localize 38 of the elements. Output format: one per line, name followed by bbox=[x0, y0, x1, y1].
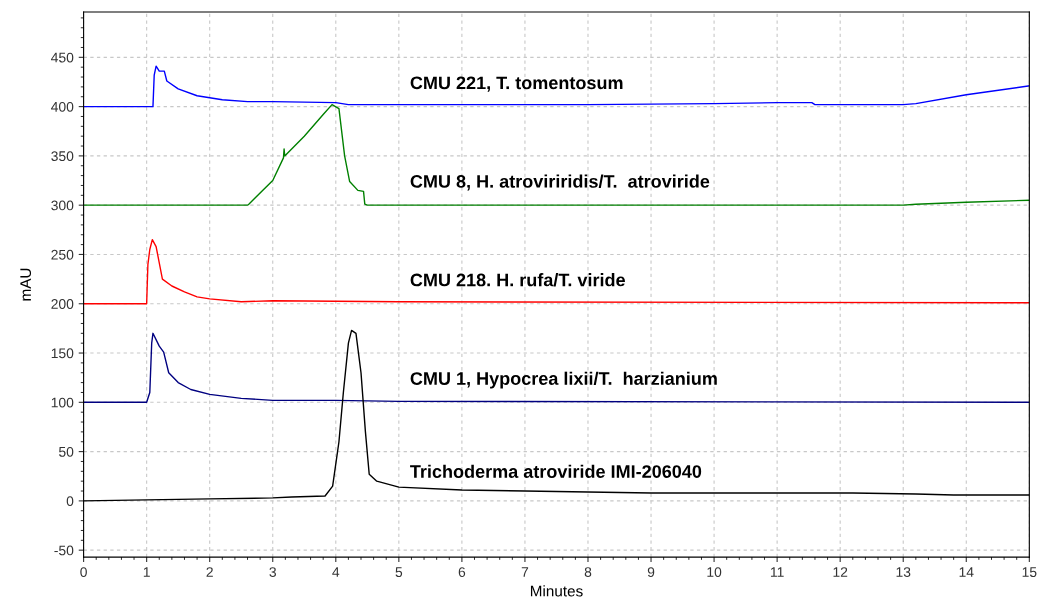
x-tick-label: 10 bbox=[707, 567, 722, 577]
y-tick-label: -50 bbox=[54, 545, 74, 556]
x-tick-label: 6 bbox=[458, 567, 466, 577]
x-tick-label: 11 bbox=[770, 567, 784, 577]
y-tick-label: 250 bbox=[51, 249, 74, 260]
x-tick-label: 0 bbox=[80, 567, 87, 577]
line-series bbox=[83, 65, 1030, 108]
x-tick-label: 12 bbox=[833, 567, 848, 577]
y-tick-label: 100 bbox=[51, 397, 74, 408]
series-label: Trichoderma atroviride IMI-206040 bbox=[410, 464, 702, 478]
x-tick-label: 5 bbox=[395, 567, 403, 577]
x-tick-label: 1 bbox=[143, 567, 150, 577]
x-axis-title: Minutes bbox=[530, 585, 583, 597]
x-tick-label: 2 bbox=[206, 567, 213, 577]
y-tick-label: 400 bbox=[51, 101, 74, 112]
y-tick-label: 200 bbox=[51, 299, 74, 309]
x-tick-label: 4 bbox=[332, 567, 340, 577]
y-tick-label: 150 bbox=[51, 348, 74, 359]
x-tick-label: 9 bbox=[647, 567, 655, 577]
x-tick-label: 8 bbox=[584, 567, 592, 577]
x-tick-label: 15 bbox=[1022, 567, 1037, 577]
series-label: CMU 1, Hypocrea lixii/T. harzianium bbox=[410, 371, 717, 389]
series-label: CMU 218. H. rufa/T. viride bbox=[410, 273, 625, 287]
series-label: CMU 8, H. atroviriridis/T. atroviride bbox=[410, 174, 710, 191]
y-tick-label: 0 bbox=[66, 496, 74, 507]
y-tick-label: 300 bbox=[51, 200, 74, 211]
y-tick-label: 50 bbox=[58, 446, 74, 457]
x-tick-label: 14 bbox=[959, 567, 974, 577]
x-tick-label: 7 bbox=[521, 567, 529, 577]
x-tick-label: 3 bbox=[269, 567, 276, 577]
y-tick-label: 350 bbox=[51, 151, 74, 162]
line-series bbox=[83, 332, 1030, 404]
x-tick-label: 13 bbox=[896, 567, 911, 577]
series-label: CMU 221, T. tomentosum bbox=[410, 76, 623, 92]
y-tick-label: 450 bbox=[51, 52, 74, 63]
y-axis-title: mAU bbox=[20, 268, 32, 301]
line-series bbox=[83, 103, 1030, 206]
line-series bbox=[83, 238, 1030, 305]
